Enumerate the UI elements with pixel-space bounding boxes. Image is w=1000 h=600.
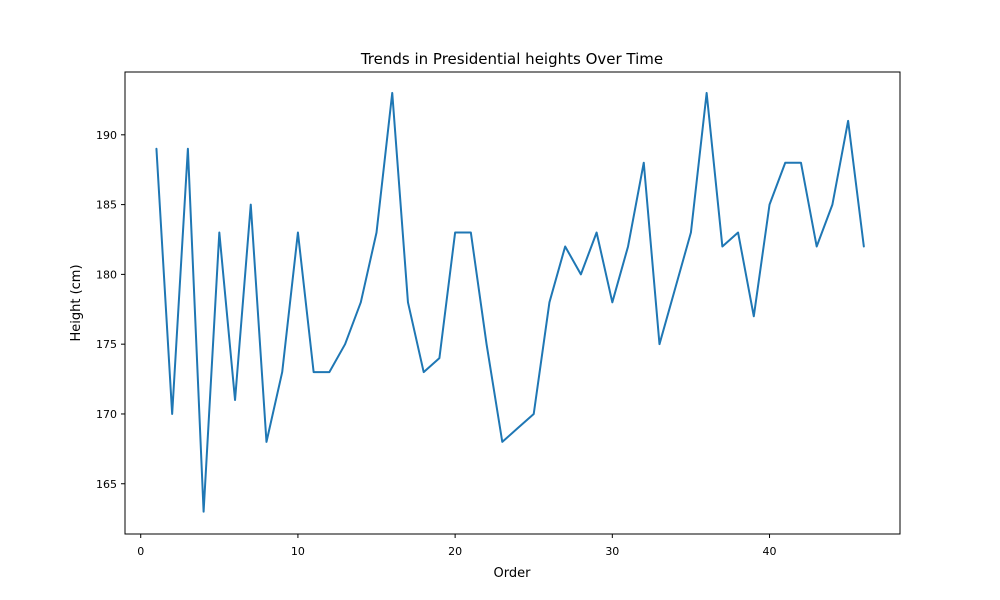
x-tick-label: 0: [137, 545, 144, 558]
y-tick-label: 180: [96, 268, 117, 281]
x-axis-label: Order: [494, 566, 532, 581]
y-tick-label: 165: [96, 478, 117, 491]
plot-area: [155, 91, 865, 513]
y-axis: 165 170 175 180 185 190: [96, 129, 125, 491]
x-tick-label: 30: [605, 545, 619, 558]
x-tick-label: 40: [763, 545, 777, 558]
y-tick-label: 185: [96, 199, 117, 212]
y-axis-label: Height (cm): [69, 264, 84, 341]
y-tick-label: 190: [96, 129, 117, 142]
y-tick-label: 175: [96, 338, 117, 351]
x-axis: 0 10 20 30 40: [137, 534, 777, 558]
series-line: [155, 91, 865, 513]
x-tick-label: 10: [291, 545, 305, 558]
chart-title: Trends in Presidential heights Over Time: [360, 50, 663, 68]
y-tick-label: 170: [96, 408, 117, 421]
x-tick-label: 20: [448, 545, 462, 558]
plot-frame: [124, 71, 901, 535]
